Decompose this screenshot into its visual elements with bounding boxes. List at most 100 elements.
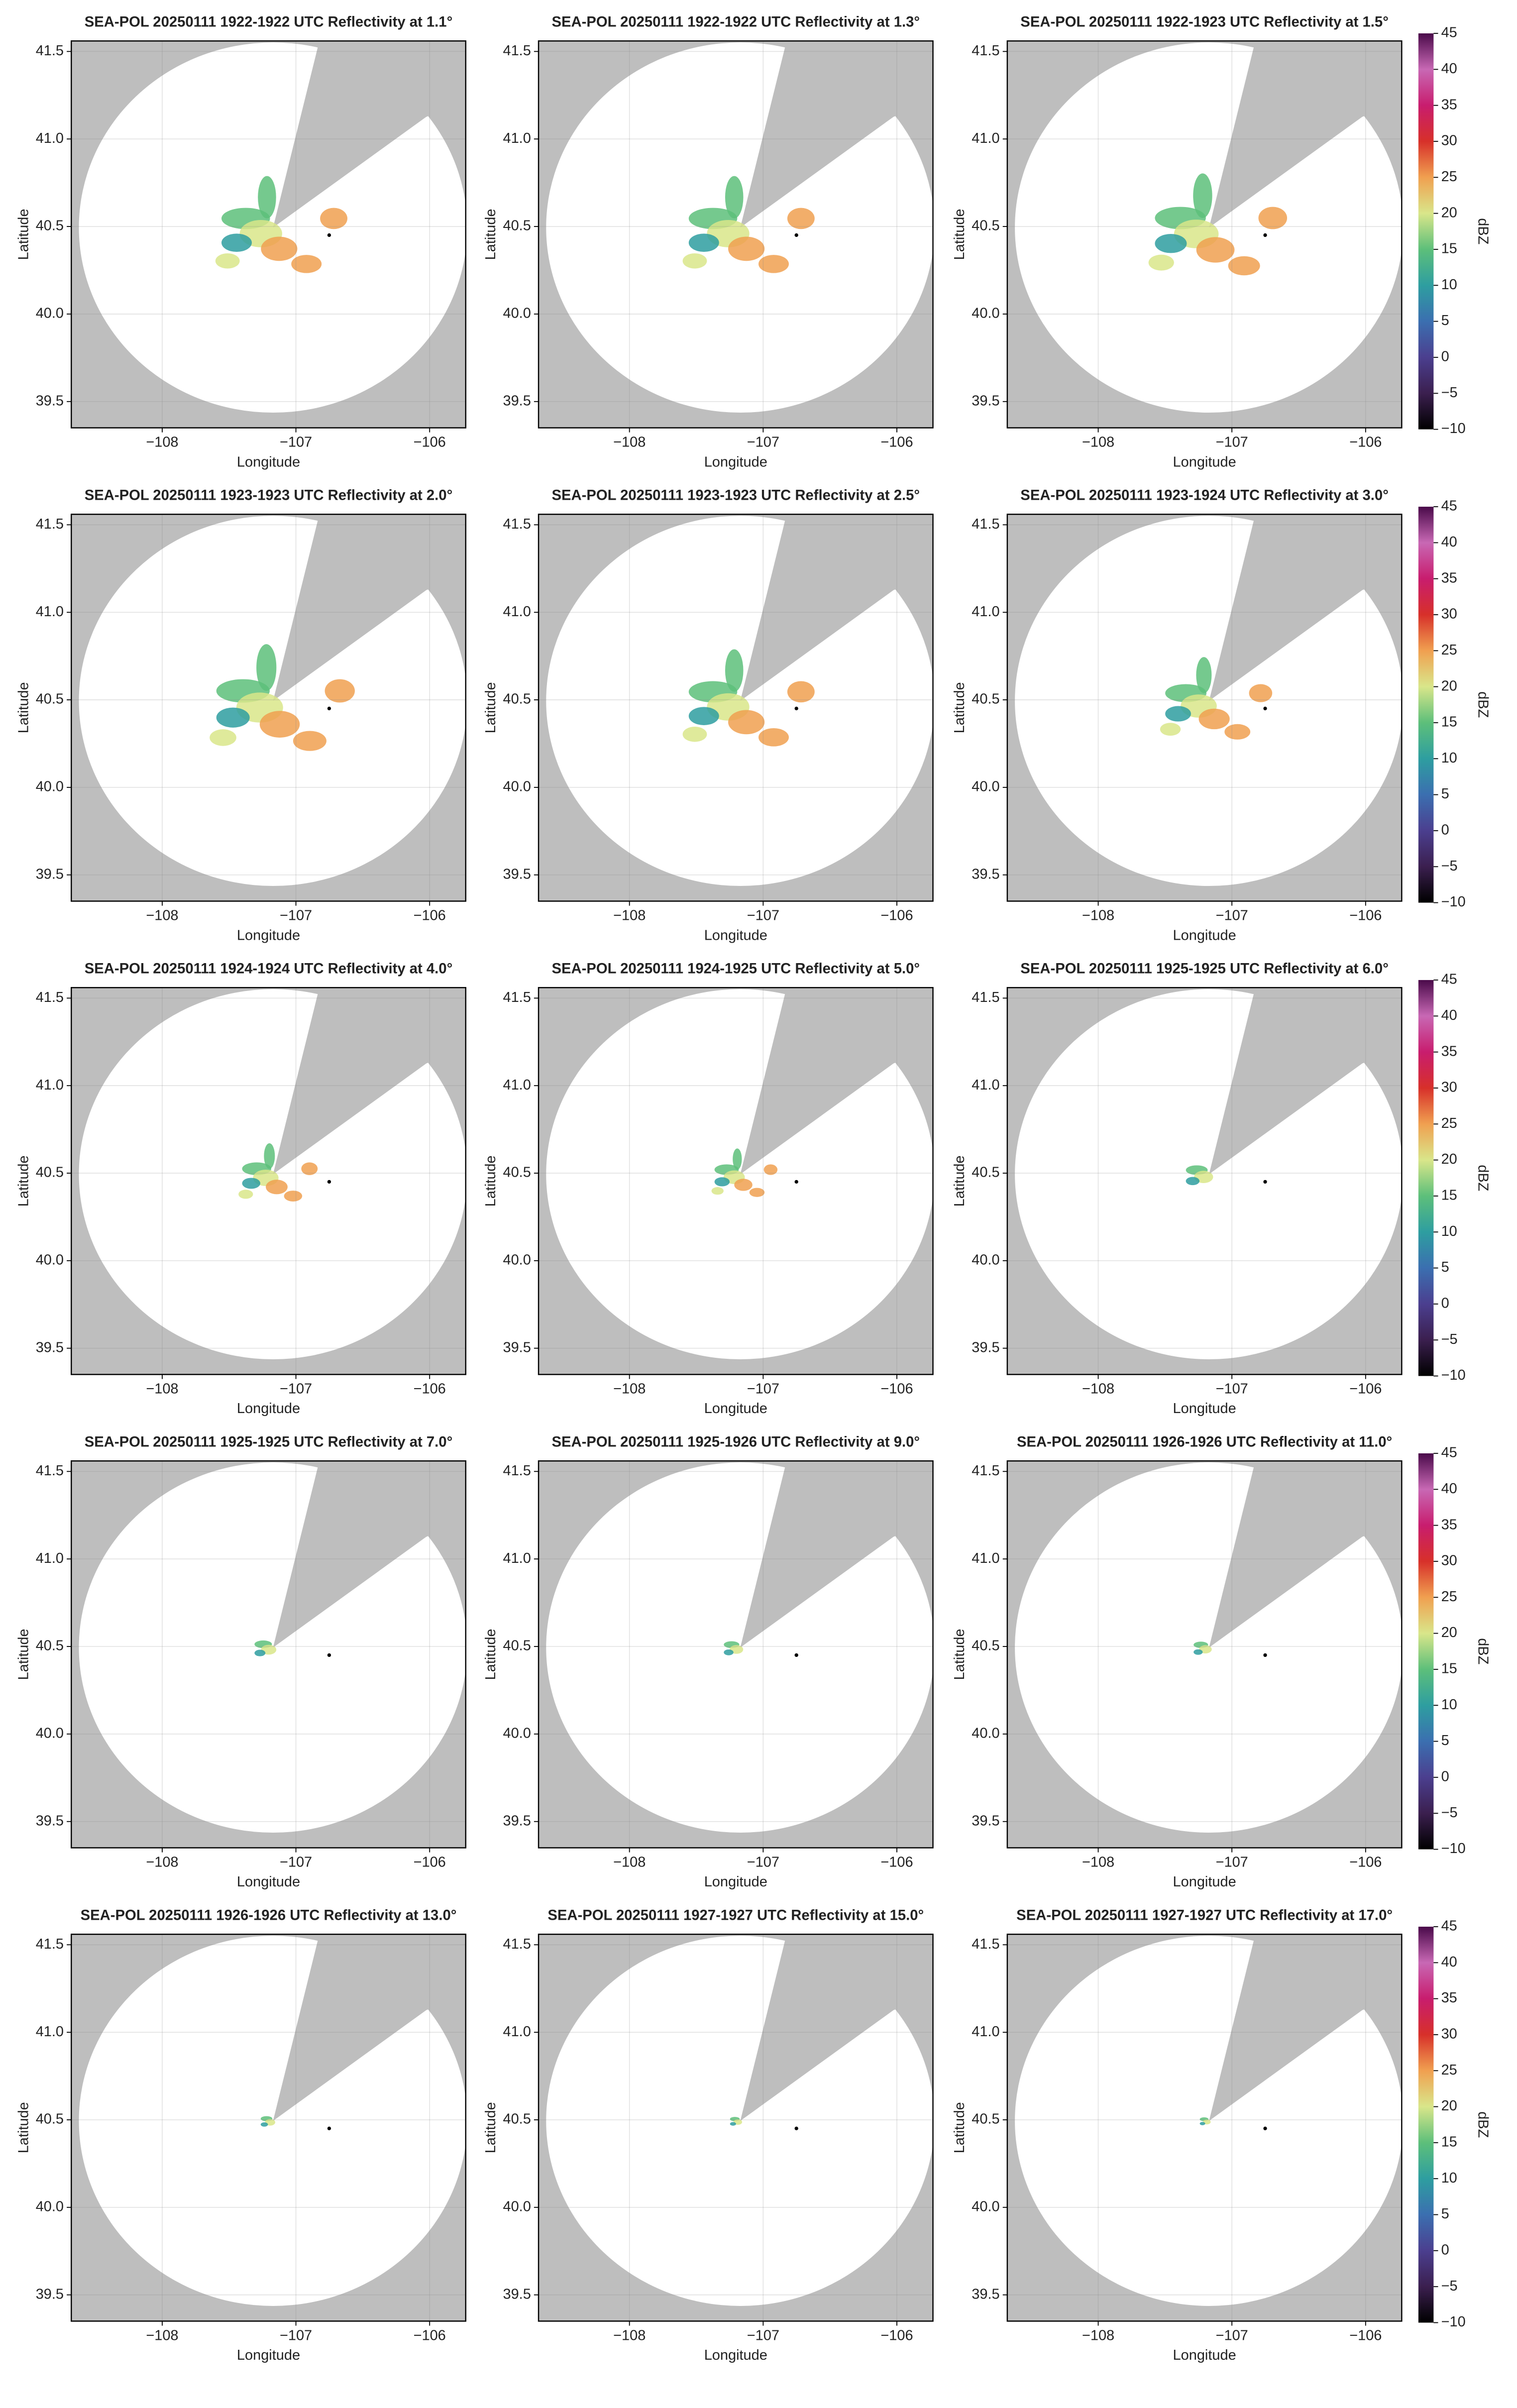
y-tick-label: 41.0 xyxy=(972,1550,999,1566)
echo xyxy=(215,253,240,269)
echo xyxy=(293,731,326,751)
axes-frame xyxy=(538,40,934,429)
plot-area xyxy=(71,1461,466,1848)
colorbar-label: dBZ xyxy=(1475,1638,1491,1664)
echo xyxy=(730,2122,736,2126)
plot-area xyxy=(71,1934,466,2321)
panel: −108 −107 −106 39.5 40.0 40.5 41.0 41.5 SEA-POL … xyxy=(15,1434,466,1890)
colorbar-tick-label: 30 xyxy=(1441,606,1457,622)
colorbar-tick-label: 25 xyxy=(1441,169,1457,185)
y-tick-label: 40.5 xyxy=(503,218,531,234)
echo xyxy=(688,707,719,725)
x-axis-label: Longitude xyxy=(237,927,300,943)
plot-area xyxy=(539,987,933,1375)
y-tick-label: 41.5 xyxy=(36,1463,64,1479)
panel: −108 −107 −106 39.5 40.0 40.5 41.0 41.5 SEA-POL … xyxy=(483,1907,934,2363)
y-tick-label: 40.0 xyxy=(36,1252,64,1268)
echo xyxy=(749,1188,765,1197)
x-axis-label: Longitude xyxy=(237,2347,300,2363)
echo xyxy=(1228,256,1260,276)
colorbar xyxy=(1418,1453,1434,1850)
echo xyxy=(733,1148,742,1170)
colorbar-tick-label: 5 xyxy=(1441,1733,1449,1749)
x-axis-label: Longitude xyxy=(1173,1874,1236,1890)
y-tick-label: 41.0 xyxy=(503,130,531,146)
colorbar-tick-label: 15 xyxy=(1441,1188,1457,1204)
blocked-sector xyxy=(740,1934,933,2121)
y-tick-label: 41.5 xyxy=(503,1936,531,1952)
colorbar-tick-label: 45 xyxy=(1441,498,1457,514)
y-tick-label: 39.5 xyxy=(36,1813,64,1829)
plot-area xyxy=(539,1461,933,1848)
x-tick-label: −106 xyxy=(880,435,913,450)
colorbar-tick-label: 10 xyxy=(1441,750,1457,766)
x-tick-label: −107 xyxy=(1216,1381,1248,1397)
y-tick-label: 40.5 xyxy=(36,1165,64,1181)
axes-frame xyxy=(1006,1933,1403,2322)
colorbar-tick-label: 15 xyxy=(1441,2134,1457,2150)
colorbar-tick-label: 15 xyxy=(1441,1661,1457,1677)
colorbar-tick-label: −10 xyxy=(1441,1367,1466,1383)
x-axis-label: Longitude xyxy=(704,927,767,943)
colorbar-tick-label: 35 xyxy=(1441,1043,1457,1059)
blocked-sector xyxy=(1209,1461,1402,1648)
colorbar-tick-label: 45 xyxy=(1441,972,1457,987)
y-tick-label: 41.5 xyxy=(36,989,64,1005)
x-tick-label: −108 xyxy=(613,908,646,924)
x-tick-label: −108 xyxy=(613,435,646,450)
blocked-sector xyxy=(273,987,466,1175)
plot-area xyxy=(539,514,933,901)
echo xyxy=(711,1187,724,1195)
blocked-sector xyxy=(273,1934,466,2121)
y-axis-label: Latitude xyxy=(483,2102,499,2153)
colorbar-tick-label: −10 xyxy=(1441,2314,1466,2330)
colorbar-tick-label: 5 xyxy=(1441,2206,1449,2222)
colorbar-tick-label: 15 xyxy=(1441,241,1457,257)
colorbar-tick-label: 35 xyxy=(1441,1990,1457,2006)
axes-frame xyxy=(71,514,466,902)
axes-frame xyxy=(538,1933,934,2322)
colorbar-tick-label: 40 xyxy=(1441,61,1457,77)
y-tick-label: 41.0 xyxy=(503,1077,531,1093)
y-tick-label: 41.0 xyxy=(972,1077,999,1093)
colorbar-tick-label: 35 xyxy=(1441,1517,1457,1532)
colorbar-label: dBZ xyxy=(1475,218,1491,244)
y-tick-label: 41.5 xyxy=(36,1936,64,1952)
colorbar-tick-label: −10 xyxy=(1441,421,1466,437)
y-tick-label: 40.5 xyxy=(36,218,64,234)
y-tick-label: 39.5 xyxy=(972,393,999,409)
chart-title: SEA-POL 20250111 1924-1924 UTC Reflectiv… xyxy=(85,961,453,977)
plot-area xyxy=(1007,1461,1402,1848)
y-axis-label: Latitude xyxy=(483,209,499,260)
x-tick-label: −108 xyxy=(1082,435,1114,450)
y-tick-label: 41.5 xyxy=(972,1463,999,1479)
y-tick-label: 39.5 xyxy=(503,2286,531,2302)
echo xyxy=(258,176,276,219)
x-tick-label: −106 xyxy=(1349,435,1382,450)
echo xyxy=(1193,173,1212,218)
x-tick-label: −106 xyxy=(1349,1855,1382,1870)
chart-title: SEA-POL 20250111 1927-1927 UTC Reflectiv… xyxy=(1016,1907,1393,1923)
echo xyxy=(242,1178,261,1189)
colorbar xyxy=(1418,980,1434,1376)
y-axis-label: Latitude xyxy=(483,1155,499,1206)
site-marker xyxy=(1263,1653,1267,1657)
x-tick-label: −107 xyxy=(1216,908,1248,924)
chart-title: SEA-POL 20250111 1927-1927 UTC Reflectiv… xyxy=(547,1907,924,1923)
site-marker xyxy=(327,1180,331,1184)
site-marker xyxy=(327,706,331,711)
blocked-sector xyxy=(740,514,933,701)
y-tick-label: 40.5 xyxy=(972,1165,999,1181)
colorbar-tick-label: 20 xyxy=(1441,205,1457,220)
colorbar-tick-label: 25 xyxy=(1441,1589,1457,1605)
colorbar-tick-label: 25 xyxy=(1441,1115,1457,1131)
y-tick-label: 40.0 xyxy=(503,1252,531,1268)
colorbar-tick-label: 45 xyxy=(1441,1918,1457,1934)
x-tick-label: −107 xyxy=(747,1381,779,1397)
y-tick-label: 40.0 xyxy=(36,779,64,795)
blocked-sector xyxy=(1209,514,1402,701)
x-tick-label: −107 xyxy=(280,2328,312,2344)
chart-title: SEA-POL 20250111 1922-1923 UTC Reflectiv… xyxy=(1020,14,1389,30)
plot-area xyxy=(539,41,933,428)
